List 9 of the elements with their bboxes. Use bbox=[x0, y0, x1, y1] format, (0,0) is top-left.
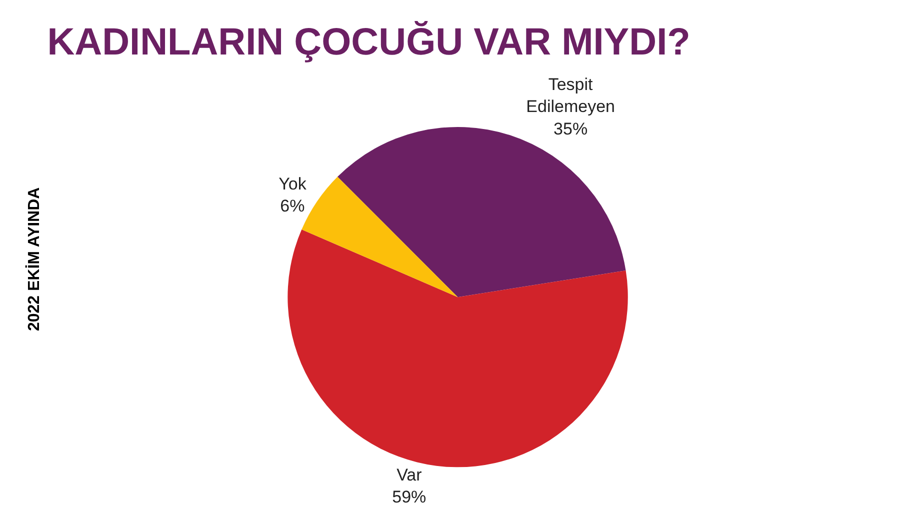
slice-label: Tespit Edilemeyen bbox=[526, 75, 615, 116]
slice-label: Var bbox=[396, 466, 422, 485]
data-label: 59% bbox=[392, 488, 426, 507]
data-label: 6% bbox=[280, 196, 305, 216]
pie-slice bbox=[288, 230, 628, 467]
slice-label: Yok bbox=[278, 174, 307, 194]
text: 2022 EKİM AYINDA bbox=[25, 186, 44, 332]
data-label: 35% bbox=[554, 119, 588, 138]
chart-title: KADINLARIN ÇOCUĞU VAR MIYDI? bbox=[47, 20, 690, 64]
